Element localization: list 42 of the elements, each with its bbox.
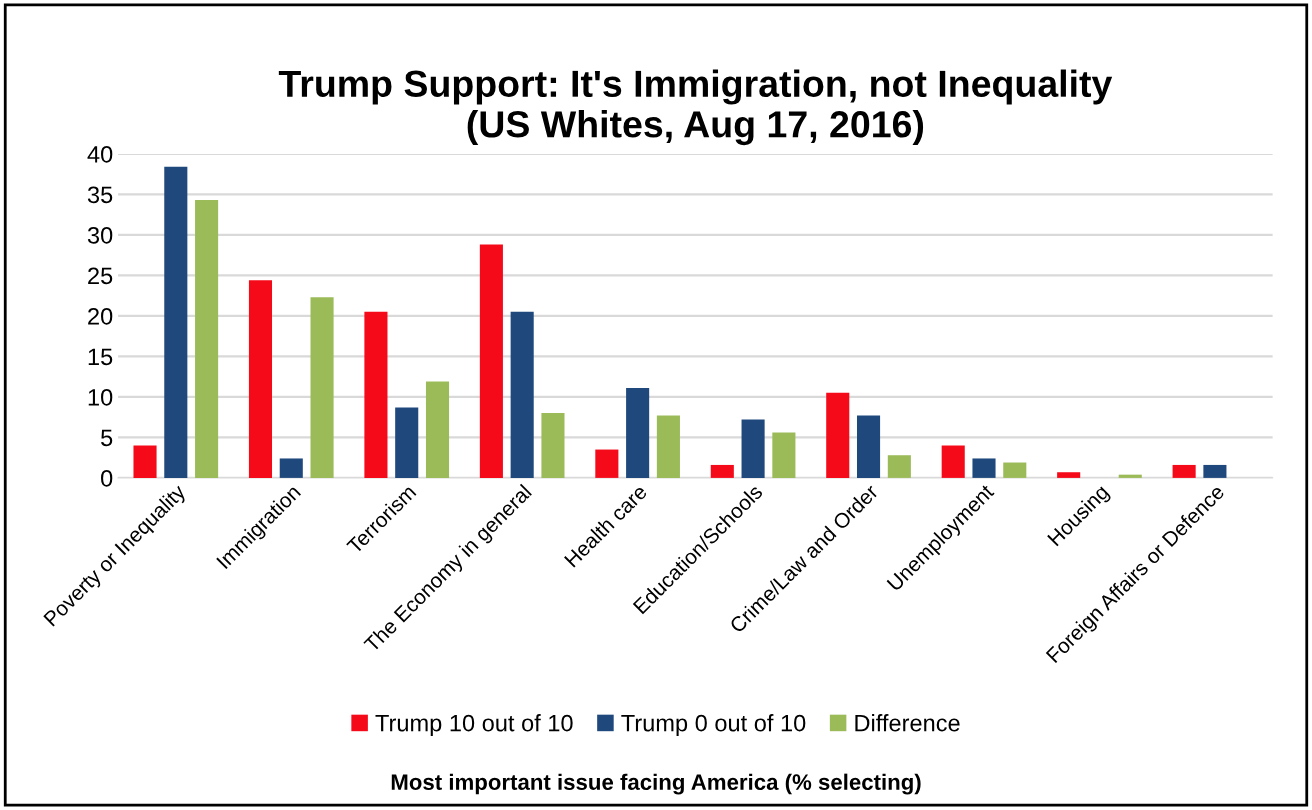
bar — [741, 419, 765, 478]
bar — [656, 415, 680, 478]
y-tick-label: 20 — [88, 307, 113, 325]
bar — [857, 415, 881, 478]
y-tick-label: 40 — [87, 145, 113, 163]
bar — [364, 311, 388, 478]
legend-label: Difference — [855, 714, 960, 732]
legend-label: Trump 10 out of 10 — [375, 714, 573, 737]
y-tick-label: 35 — [87, 186, 113, 204]
y-tick-label: 15 — [88, 348, 113, 366]
bar — [195, 200, 219, 478]
bar — [1003, 462, 1027, 478]
bar — [826, 392, 850, 478]
bar — [395, 407, 419, 478]
y-tick-label: 0 — [101, 469, 113, 487]
chart-title: Trump Support: It's Immigration, not Inequality (US Whites, Aug 17, 2016) — [278, 69, 1113, 146]
y-tick-label: 10 — [88, 388, 113, 406]
bar — [710, 464, 734, 478]
bar — [133, 445, 157, 478]
bar — [310, 297, 334, 478]
bar — [425, 381, 450, 478]
bar — [1118, 474, 1142, 478]
bar — [626, 387, 650, 478]
bar — [595, 449, 619, 478]
y-tick-label: 30 — [87, 226, 113, 244]
bar — [479, 244, 503, 478]
bar — [1172, 464, 1196, 478]
bar — [941, 445, 965, 478]
bar — [972, 458, 996, 478]
bar — [887, 455, 911, 478]
bar — [164, 166, 188, 478]
x-axis-title: Most important issue facing America (% selecting) — [391, 773, 921, 795]
bar — [1057, 472, 1081, 478]
bar — [510, 311, 534, 478]
y-tick-label: 25 — [88, 267, 113, 285]
bar — [541, 413, 565, 478]
bar — [1203, 464, 1227, 478]
y-tick-label: 5 — [101, 429, 113, 447]
bar — [248, 280, 273, 478]
bar — [772, 432, 796, 478]
bar — [279, 458, 303, 478]
legend-label: Trump 0 out of 10 — [621, 714, 806, 737]
